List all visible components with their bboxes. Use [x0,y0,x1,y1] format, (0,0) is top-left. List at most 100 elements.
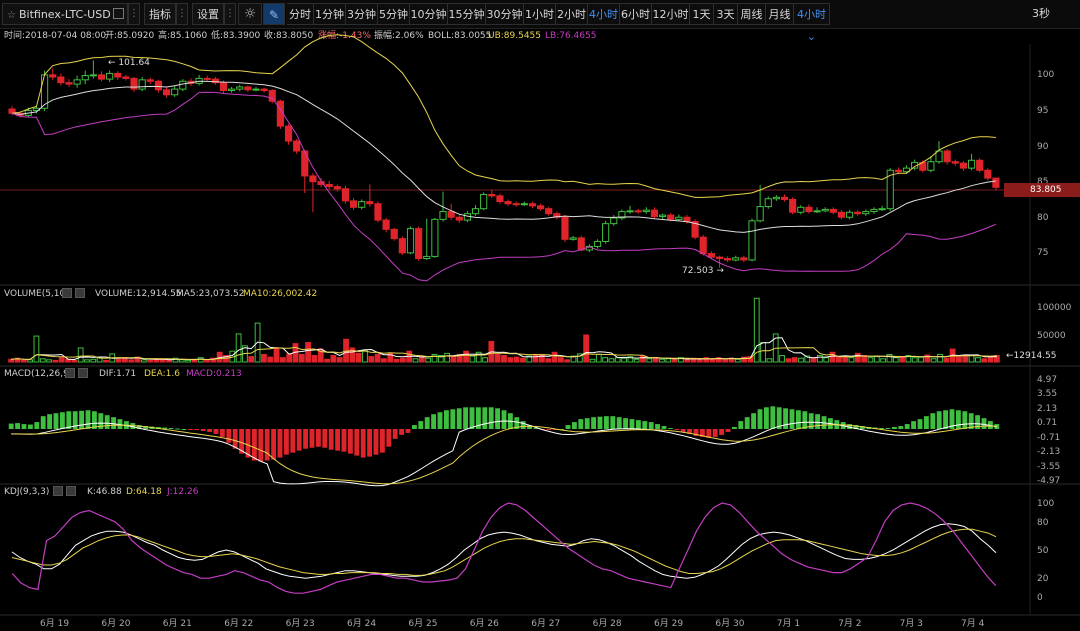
volume-bar [475,351,482,363]
macd-bar [296,429,302,451]
gear-icon[interactable] [65,368,75,378]
interval-dropdown[interactable]: 4小时 ⌄ [794,3,830,43]
volume-bar [513,356,520,363]
more-icon[interactable]: ⋮ [176,3,188,25]
close-icon[interactable] [78,368,88,378]
close-icon[interactable] [75,288,85,298]
macd-bar [277,429,283,458]
interval-button[interactable]: 3分钟 [346,3,378,25]
refresh-interval[interactable]: 3秒 [1032,7,1050,20]
volume-bar [27,359,34,363]
candle-body [959,162,967,169]
y-axis-tick: -4.97 [1037,476,1061,486]
more-icon[interactable]: ⋮ [128,3,140,25]
interval-button[interactable]: 月线 [766,3,794,25]
candle-body [471,208,480,215]
y-axis-tick: -3.55 [1037,462,1061,472]
volume-bar [924,354,931,363]
macd-bar [616,417,622,429]
volume-bar [204,359,210,363]
candle-body [561,216,569,240]
candle-body [976,159,984,171]
symbol-label: Bitfinex-LTC-USD [18,8,111,21]
volume-bar [520,357,526,363]
interval-button[interactable]: 12小时 [652,3,690,25]
macd-bar [232,429,238,449]
volume-bar [482,357,488,363]
candle-body [284,125,293,142]
interval-button[interactable]: 1分钟 [314,3,346,25]
volume-title: VOLUME(5,10) [4,289,69,299]
macd-bar [117,419,123,429]
candle-body [374,203,382,221]
volume-bar [8,358,15,363]
star-icon[interactable]: ☆ [7,10,16,21]
volume-bar [279,357,286,363]
x-axis-tick: 7月 4 [961,619,985,629]
gear-icon[interactable] [62,288,72,298]
candle-body [301,150,309,177]
volume-bar [374,353,381,363]
volume-bar [248,356,255,363]
interval-button[interactable]: 10分钟 [410,3,448,25]
candle-body [650,209,659,218]
volume-bar [753,297,760,363]
interval-button[interactable]: 4小时 [588,3,620,25]
macd-bar [136,425,142,429]
draw-tool-icon[interactable]: ✎ [263,3,285,25]
macd-bar [72,411,78,429]
indicators-button[interactable]: 指标 [144,3,176,25]
max-price-label: ← 101.64 [108,58,150,68]
interval-button[interactable]: 15分钟 [448,3,486,25]
volume-bar [90,358,97,363]
candle-body [707,253,715,258]
more-icon[interactable]: ⋮ [224,3,236,25]
candle-body [293,140,301,152]
interval-button[interactable]: 6小时 [620,3,652,25]
candle-body [537,205,545,210]
interval-button[interactable]: 1天 [690,3,714,25]
y-axis-tick: 3.55 [1037,389,1058,399]
macd-bar [981,418,987,429]
symbol-selector[interactable]: ☆ Bitfinex-LTC-USD [2,3,128,25]
interval-button[interactable]: 分时 [287,3,314,25]
macd-bar [655,424,661,429]
candle-body [675,216,683,220]
macd-bar [962,411,968,429]
gear-icon[interactable]: ☼ [238,3,262,25]
volume-bar [602,357,608,363]
interval-button[interactable]: 30分钟 [486,3,524,25]
macd-bar [731,427,737,429]
y-axis-tick: 75 [1037,248,1049,258]
interval-button[interactable]: 3天 [714,3,738,25]
interval-button[interactable]: 1小时 [524,3,556,25]
macd-bar [911,421,917,429]
volume-bar [58,357,65,363]
macd-bar [187,429,193,430]
candle-body [106,72,114,80]
candle-body [626,210,634,213]
macd-bar [527,425,533,429]
candle-body [943,150,951,163]
interval-button[interactable]: 2小时 [556,3,588,25]
macd-bar [815,414,821,429]
y-axis-tick: 50000 [1037,331,1066,341]
expand-icon[interactable] [113,8,124,19]
settings-button[interactable]: 设置 [192,3,224,25]
candle-body [496,195,504,203]
candle-body [146,79,154,82]
gear-icon[interactable] [53,486,63,496]
close-icon[interactable] [66,486,76,496]
volume-bar [166,359,173,363]
candle-body [431,218,439,257]
volume-bar [880,358,887,363]
volume-ma5: MA5:23,073.52 [176,289,245,299]
candle-body [618,211,626,219]
volume-bar [867,357,874,363]
interval-button[interactable]: 5分钟 [378,3,410,25]
volume-bar [20,359,27,363]
volume-bar [39,358,46,363]
macd-bar [635,420,641,429]
interval-button[interactable]: 周线 [738,3,766,25]
